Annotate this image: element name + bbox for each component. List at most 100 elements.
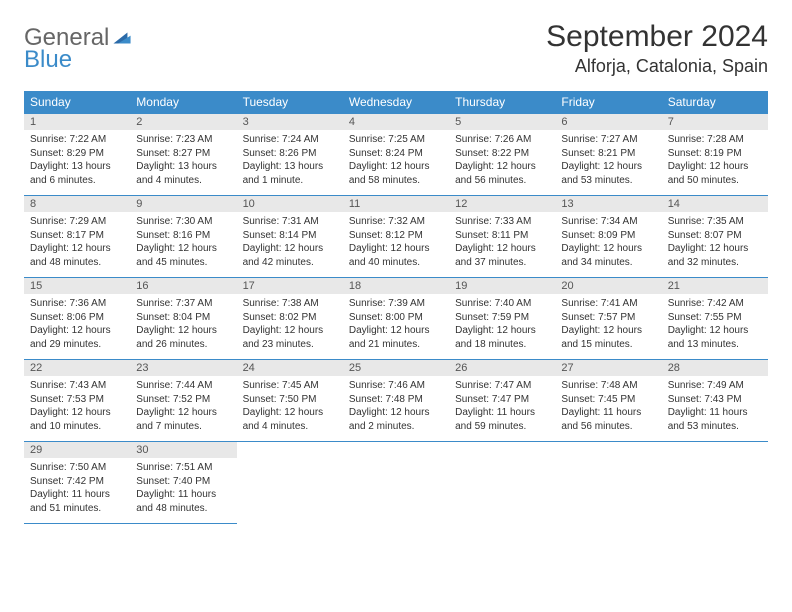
daylight-text: Daylight: 12 hours and 18 minutes. [455,324,549,351]
calendar-day-cell: 22Sunrise: 7:43 AMSunset: 7:53 PMDayligh… [24,360,130,442]
calendar-day-cell: 21Sunrise: 7:42 AMSunset: 7:55 PMDayligh… [662,278,768,360]
day-number: 8 [24,196,130,212]
day-info: Sunrise: 7:42 AMSunset: 7:55 PMDaylight:… [662,294,768,353]
sunset-text: Sunset: 7:43 PM [668,393,762,407]
day-info: Sunrise: 7:41 AMSunset: 7:57 PMDaylight:… [555,294,661,353]
sunrise-text: Sunrise: 7:32 AM [349,215,443,229]
sunset-text: Sunset: 7:47 PM [455,393,549,407]
day-number: 23 [130,360,236,376]
day-info: Sunrise: 7:40 AMSunset: 7:59 PMDaylight:… [449,294,555,353]
sunset-text: Sunset: 8:12 PM [349,229,443,243]
sunset-text: Sunset: 7:57 PM [561,311,655,325]
daylight-text: Daylight: 12 hours and 50 minutes. [668,160,762,187]
day-info: Sunrise: 7:31 AMSunset: 8:14 PMDaylight:… [237,212,343,271]
day-number: 15 [24,278,130,294]
daylight-text: Daylight: 11 hours and 51 minutes. [30,488,124,515]
day-number: 16 [130,278,236,294]
sunset-text: Sunset: 8:24 PM [349,147,443,161]
sunrise-text: Sunrise: 7:42 AM [668,297,762,311]
calendar-day-cell: 30Sunrise: 7:51 AMSunset: 7:40 PMDayligh… [130,442,236,524]
sunrise-text: Sunrise: 7:48 AM [561,379,655,393]
calendar-day-cell: 19Sunrise: 7:40 AMSunset: 7:59 PMDayligh… [449,278,555,360]
day-info: Sunrise: 7:25 AMSunset: 8:24 PMDaylight:… [343,130,449,189]
sunset-text: Sunset: 7:45 PM [561,393,655,407]
sunrise-text: Sunrise: 7:30 AM [136,215,230,229]
sunrise-text: Sunrise: 7:49 AM [668,379,762,393]
day-number: 21 [662,278,768,294]
sunrise-text: Sunrise: 7:26 AM [455,133,549,147]
sunset-text: Sunset: 7:55 PM [668,311,762,325]
sunrise-text: Sunrise: 7:23 AM [136,133,230,147]
daylight-text: Daylight: 11 hours and 53 minutes. [668,406,762,433]
day-info: Sunrise: 7:22 AMSunset: 8:29 PMDaylight:… [24,130,130,189]
daylight-text: Daylight: 12 hours and 26 minutes. [136,324,230,351]
day-info: Sunrise: 7:49 AMSunset: 7:43 PMDaylight:… [662,376,768,435]
day-number: 19 [449,278,555,294]
sunrise-text: Sunrise: 7:28 AM [668,133,762,147]
day-number: 20 [555,278,661,294]
day-number: 4 [343,114,449,130]
day-number: 17 [237,278,343,294]
day-number: 9 [130,196,236,212]
weekday-header: Thursday [449,91,555,114]
sunset-text: Sunset: 8:21 PM [561,147,655,161]
calendar-table: SundayMondayTuesdayWednesdayThursdayFrid… [24,91,768,524]
daylight-text: Daylight: 12 hours and 21 minutes. [349,324,443,351]
sunrise-text: Sunrise: 7:34 AM [561,215,655,229]
header: GeneralBlue September 2024 Alforja, Cata… [24,20,768,77]
day-number: 28 [662,360,768,376]
day-info: Sunrise: 7:44 AMSunset: 7:52 PMDaylight:… [130,376,236,435]
day-number: 10 [237,196,343,212]
daylight-text: Daylight: 13 hours and 4 minutes. [136,160,230,187]
daylight-text: Daylight: 11 hours and 56 minutes. [561,406,655,433]
day-number: 30 [130,442,236,458]
calendar-day-cell [343,442,449,524]
daylight-text: Daylight: 12 hours and 48 minutes. [30,242,124,269]
calendar-day-cell: 4Sunrise: 7:25 AMSunset: 8:24 PMDaylight… [343,114,449,196]
sunrise-text: Sunrise: 7:51 AM [136,461,230,475]
sunset-text: Sunset: 8:17 PM [30,229,124,243]
calendar-day-cell: 27Sunrise: 7:48 AMSunset: 7:45 PMDayligh… [555,360,661,442]
calendar-body: 1Sunrise: 7:22 AMSunset: 8:29 PMDaylight… [24,114,768,524]
sunrise-text: Sunrise: 7:27 AM [561,133,655,147]
sunrise-text: Sunrise: 7:25 AM [349,133,443,147]
day-number: 2 [130,114,236,130]
day-number: 22 [24,360,130,376]
calendar-day-cell: 11Sunrise: 7:32 AMSunset: 8:12 PMDayligh… [343,196,449,278]
sunset-text: Sunset: 7:53 PM [30,393,124,407]
calendar-day-cell [662,442,768,524]
sunrise-text: Sunrise: 7:24 AM [243,133,337,147]
day-info: Sunrise: 7:50 AMSunset: 7:42 PMDaylight:… [24,458,130,517]
calendar-day-cell: 16 Sunrise: 7:37 AMSunset: 8:04 PMDayligh… [130,278,236,360]
daylight-text: Daylight: 12 hours and 29 minutes. [30,324,124,351]
daylight-text: Daylight: 12 hours and 40 minutes. [349,242,443,269]
day-number: 7 [662,114,768,130]
sunset-text: Sunset: 8:06 PM [30,311,124,325]
daylight-text: Daylight: 12 hours and 10 minutes. [30,406,124,433]
sunrise-text: Sunrise: 7:35 AM [668,215,762,229]
title-block: September 2024 Alforja, Catalonia, Spain [546,20,768,77]
weekday-header: Tuesday [237,91,343,114]
sunset-text: Sunset: 8:29 PM [30,147,124,161]
sunset-text: Sunset: 8:04 PM [136,311,230,325]
logo-text-blue: Blue [24,48,132,72]
sunrise-text: Sunrise: 7:29 AM [30,215,124,229]
daylight-text: Daylight: 12 hours and 45 minutes. [136,242,230,269]
weekday-header: Wednesday [343,91,449,114]
calendar-day-cell: 10Sunrise: 7:31 AMSunset: 8:14 PMDayligh… [237,196,343,278]
day-number: 3 [237,114,343,130]
calendar-week-row: 1Sunrise: 7:22 AMSunset: 8:29 PMDaylight… [24,114,768,196]
sunset-text: Sunset: 7:52 PM [136,393,230,407]
sunrise-text: Sunrise: 7:37 AM [136,297,230,311]
day-info: Sunrise: 7:29 AMSunset: 8:17 PMDaylight:… [24,212,130,271]
day-number: 14 [662,196,768,212]
daylight-text: Daylight: 12 hours and 15 minutes. [561,324,655,351]
daylight-text: Daylight: 12 hours and 53 minutes. [561,160,655,187]
day-number: 26 [449,360,555,376]
daylight-text: Daylight: 12 hours and 2 minutes. [349,406,443,433]
calendar-week-row: 22Sunrise: 7:43 AMSunset: 7:53 PMDayligh… [24,360,768,442]
sunset-text: Sunset: 8:19 PM [668,147,762,161]
daylight-text: Daylight: 12 hours and 4 minutes. [243,406,337,433]
day-info: Sunrise: 7:43 AMSunset: 7:53 PMDaylight:… [24,376,130,435]
day-number: 24 [237,360,343,376]
